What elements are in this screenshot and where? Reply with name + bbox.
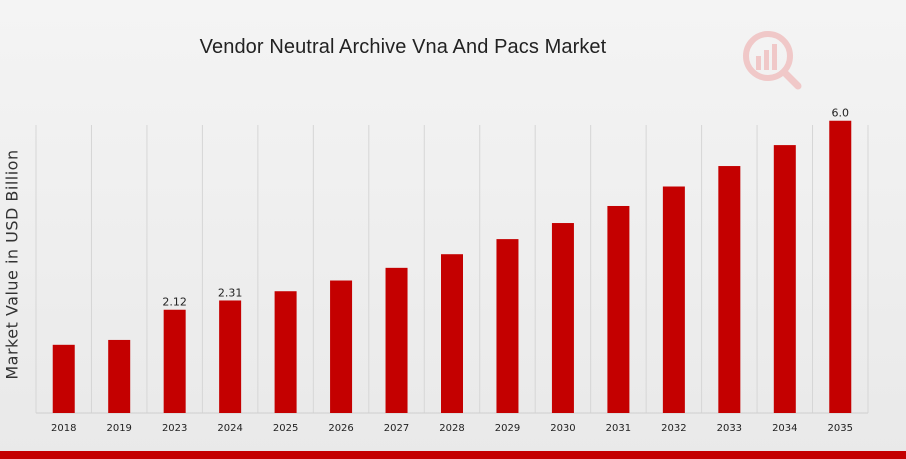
bar-2030	[551, 223, 574, 413]
x-tick-label: 2032	[661, 423, 686, 434]
bar-2025	[274, 291, 297, 413]
data-label: 2.31	[218, 286, 243, 299]
bar-2032	[662, 186, 685, 413]
chart-title: Vendor Neutral Archive Vna And Pacs Mark…	[199, 36, 607, 58]
bar-2028	[441, 254, 463, 413]
bar-2019	[108, 339, 131, 413]
x-tick-label: 2028	[439, 423, 464, 434]
bar-2031	[607, 205, 630, 413]
x-tick-label: 2031	[606, 423, 631, 434]
bar-2033	[718, 166, 741, 413]
x-tick-label: 2027	[384, 423, 409, 434]
data-labels: 2.12 2.31 6.0	[162, 107, 849, 309]
market-research-logo-icon	[743, 31, 802, 90]
data-label: 6.0	[832, 107, 850, 120]
x-tick-label: 2025	[273, 423, 298, 434]
bottom-accent-bar	[0, 451, 906, 459]
x-tick-labels: 2018 2019 2023 2024 2025 2026 2027 2028 2029 2030…	[51, 423, 853, 434]
x-tick-label: 2026	[328, 423, 353, 434]
bar-2024	[219, 300, 242, 413]
bar-2023	[163, 309, 186, 413]
x-tick-label: 2030	[550, 423, 575, 434]
bar-2018	[52, 344, 75, 413]
x-tick-label: 2024	[217, 423, 242, 434]
bar-2026	[330, 280, 353, 413]
x-tick-label: 2033	[717, 423, 742, 434]
x-tick-label: 2018	[51, 423, 76, 434]
data-label: 2.12	[162, 296, 187, 309]
bars	[52, 120, 852, 413]
x-tick-label: 2023	[162, 423, 187, 434]
x-tick-label: 2019	[106, 423, 131, 434]
x-tick-label: 2029	[495, 423, 520, 434]
bar-2034	[773, 145, 796, 413]
bar-2027	[385, 267, 408, 413]
x-tick-label: 2034	[772, 423, 797, 434]
bar-2029	[496, 239, 519, 413]
bar-2035	[829, 120, 852, 413]
x-tick-label: 2035	[828, 423, 853, 434]
